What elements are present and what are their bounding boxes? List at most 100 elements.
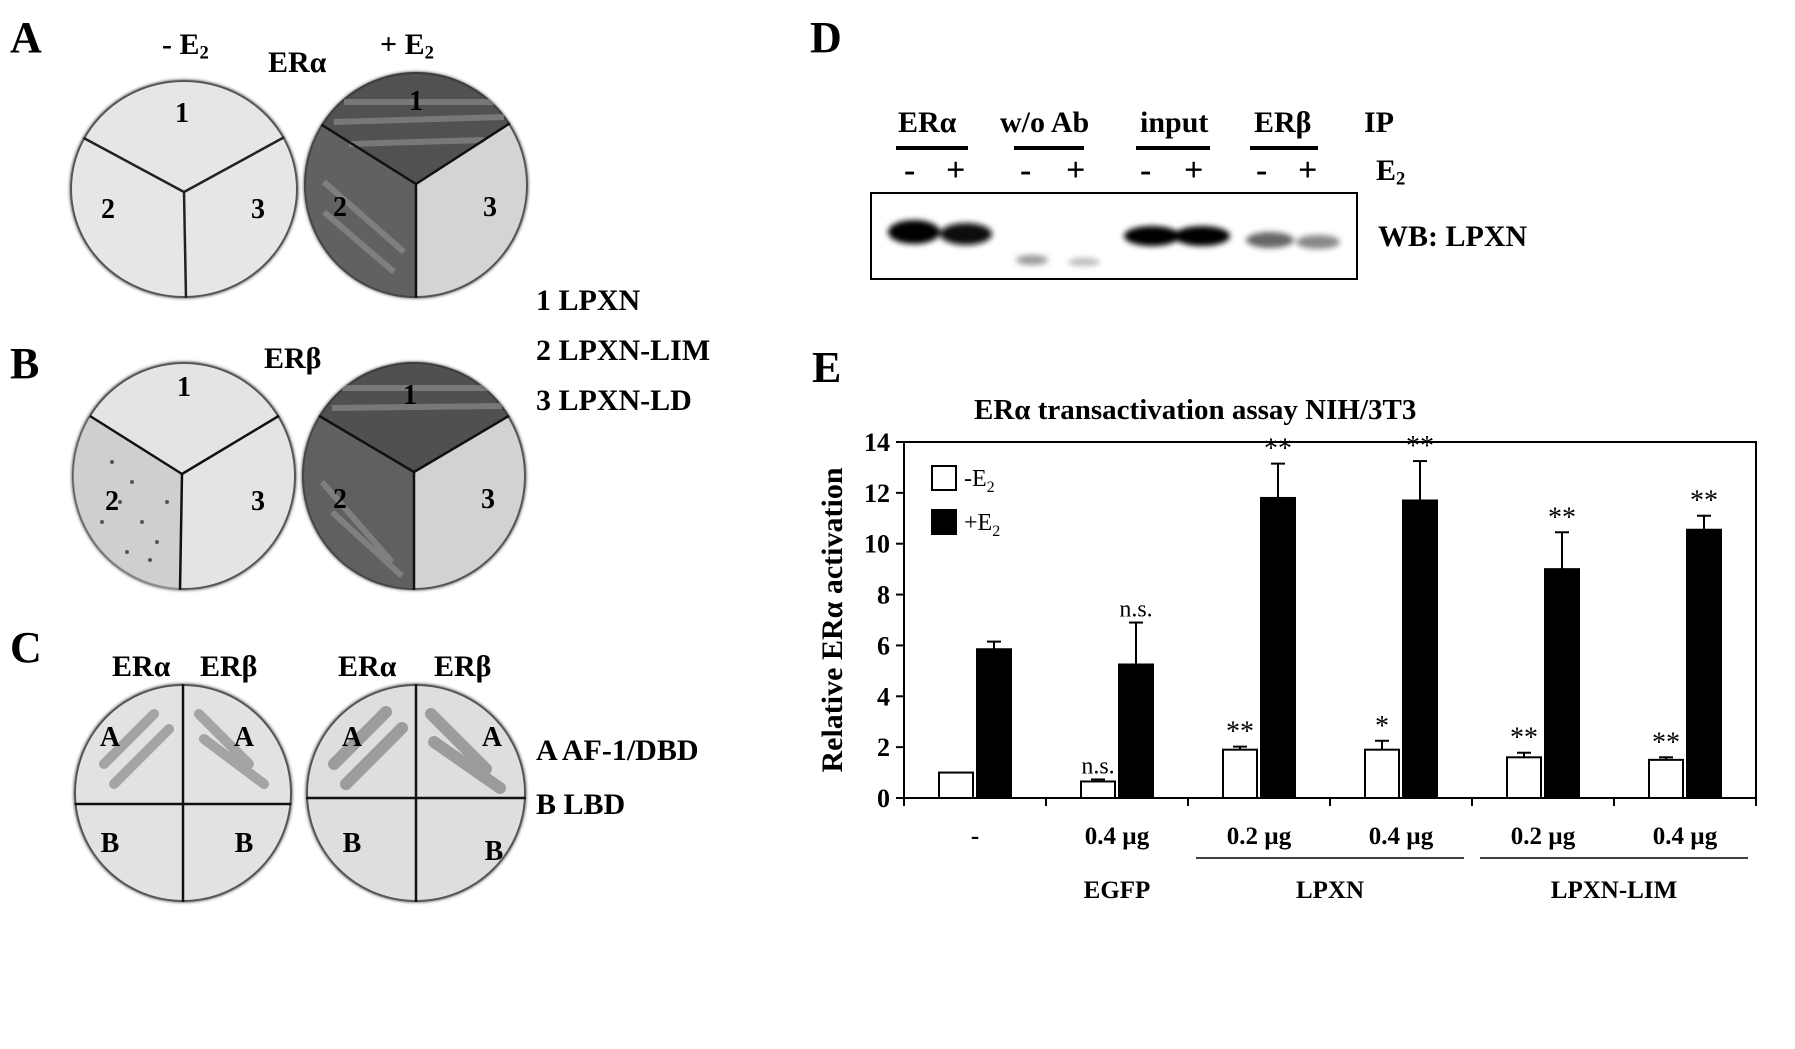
quadrant-a-label: A: [342, 722, 363, 753]
dish-drawing: 1 2 3: [304, 72, 519, 298]
panel-label-a: A: [10, 13, 42, 62]
bar-plus-e2: [976, 648, 1012, 799]
d-ip-label: IP: [1364, 106, 1394, 139]
lane-underline: [1014, 146, 1084, 150]
y-tick-label: 14: [864, 430, 890, 457]
x-category-label: 0.2 µg: [1511, 823, 1576, 850]
group-label: EGFP: [1084, 877, 1151, 904]
bar-plus-e2: [1544, 568, 1580, 799]
significance-annotation: **: [1406, 431, 1434, 462]
lane-underline: [896, 146, 968, 150]
quadrant-a-label: A: [234, 722, 255, 753]
petri-dish-b-plus-e2: 1 2 3: [302, 362, 526, 590]
significance-annotation: **: [1226, 717, 1254, 748]
sign-plus: +: [1298, 152, 1318, 189]
quadrant-a-label: A: [100, 722, 121, 753]
sign-minus: -: [904, 152, 916, 189]
quadrant-b-label: B: [101, 828, 120, 859]
lane-underline: [1136, 146, 1210, 150]
d-wb-label: WB: LPXN: [1378, 220, 1528, 253]
quadrant-b-label: B: [343, 828, 362, 859]
dish-drawing: 1 2 3: [302, 362, 513, 590]
significance-annotation: **: [1548, 502, 1576, 533]
d-lane-erb: ERβ: [1254, 106, 1312, 139]
e2-subscript: 2: [199, 42, 209, 64]
c-legend-af1-dbd: A AF-1/DBD: [536, 734, 699, 767]
panel-label-d: D: [810, 13, 842, 62]
e2-subscript: 2: [424, 42, 434, 64]
c-col-era-left: ERα: [112, 650, 171, 683]
sector-3-label: 3: [251, 194, 265, 225]
y-tick-label: 4: [877, 682, 890, 711]
petri-dish-a-minus-e2: 1 2 3: [70, 80, 298, 298]
lane-underline: [1250, 146, 1318, 150]
d-lane-era: ERα: [898, 106, 957, 139]
plot-frame: [903, 441, 1757, 799]
e2-subscript: 2: [1396, 168, 1406, 190]
c-col-erb-right: ERβ: [434, 650, 492, 683]
quadrant-b-label: B: [235, 828, 254, 859]
bar-minus-e2: [1648, 758, 1684, 800]
significance-annotation: *: [1375, 711, 1389, 742]
significance-annotation: n.s.: [1119, 597, 1152, 623]
quadrant-b-label: B: [485, 836, 504, 867]
y-tick-label: 0: [877, 784, 890, 813]
dish-drawing: A A B B: [306, 684, 526, 902]
sector-2-label: 2: [105, 486, 119, 517]
significance-annotation: **: [1652, 727, 1680, 758]
x-category-label: -: [971, 823, 979, 850]
sign-plus: +: [1066, 152, 1086, 189]
western-blot-membrane: [870, 192, 1358, 280]
x-category-label: 0.4 µg: [1369, 823, 1434, 850]
bar-plus-e2: [1686, 528, 1722, 799]
sign-plus: +: [1184, 152, 1204, 189]
significance-annotation: **: [1510, 723, 1538, 754]
legend-lpxn-ld: 3 LPXN-LD: [536, 384, 692, 417]
chart-title: ERα transactivation assay NIH/3T3: [974, 394, 1417, 426]
x-category-label: 0.2 µg: [1227, 823, 1292, 850]
sign-minus: -: [1020, 152, 1032, 189]
e2-text: E: [1376, 154, 1397, 187]
legend-swatch: [931, 465, 957, 491]
panel-label-e: E: [812, 343, 842, 392]
sector-2-label: 2: [333, 484, 347, 515]
bar-plus-e2: [1118, 663, 1154, 799]
sector-1-label: 1: [175, 98, 189, 129]
chart-e: 0 2 4 6 8 10 12 14 Relative ERα activation - 0.4 µ…: [816, 430, 1757, 904]
x-category-label: 0.4 µg: [1085, 823, 1150, 850]
bar-minus-e2: [1080, 780, 1116, 800]
sector-3-label: 3: [251, 486, 265, 517]
d-lane-wo-ab: w/o Ab: [1000, 106, 1090, 139]
sector-1-label: 1: [177, 372, 191, 403]
bar-minus-e2: [938, 771, 974, 800]
bar-plus-e2: [1402, 499, 1438, 799]
sign-minus: -: [1256, 152, 1268, 189]
minus-e2-text: - E: [162, 28, 200, 61]
dish-drawing: 1 2 3: [79, 98, 291, 298]
c-col-era-right: ERα: [338, 650, 397, 683]
bar-minus-e2: [1364, 748, 1400, 799]
sector-2-label: 2: [101, 194, 115, 225]
bar-plus-e2: [1260, 496, 1296, 799]
petri-dish-a-plus-e2: 1 2 3: [304, 72, 528, 298]
c-col-erb-left: ERβ: [200, 650, 258, 683]
d-lane-input: input: [1140, 106, 1209, 139]
legend-label: +E2: [964, 510, 1000, 540]
petri-dish-c-left: A A B B: [74, 684, 292, 902]
blot-bands: [888, 220, 1340, 266]
petri-dish-c-right: A A B B: [306, 684, 526, 902]
sector-2-label: 2: [333, 192, 347, 223]
legend-lpxn-lim: 2 LPXN-LIM: [536, 334, 711, 367]
minus-e2-label: - E2: [162, 30, 209, 63]
legend-swatch: [931, 509, 957, 535]
panel-label-c: C: [10, 623, 42, 672]
d-e2-label: E2: [1376, 156, 1405, 189]
petri-dish-b-minus-e2: 1 2 3: [72, 362, 296, 590]
bar-minus-e2: [1222, 748, 1258, 799]
dish-drawing: 1 2 3: [73, 372, 283, 590]
sector-1-label: 1: [409, 86, 423, 117]
legend-label: -E2: [964, 466, 995, 496]
group-label: LPXN: [1296, 877, 1364, 904]
y-tick-label: 12: [864, 479, 890, 508]
significance-annotation: **: [1690, 486, 1718, 517]
